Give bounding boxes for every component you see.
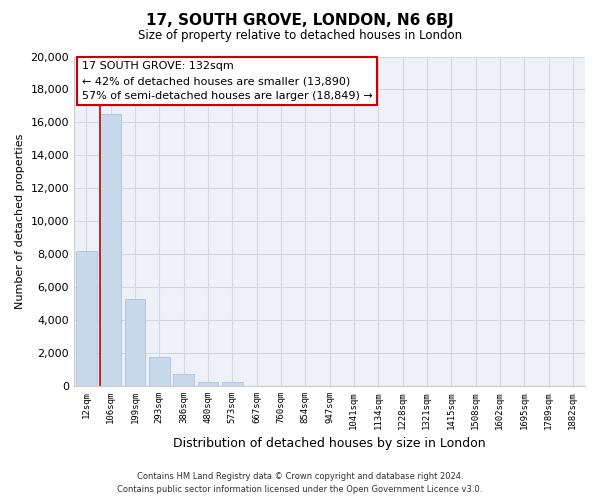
Bar xyxy=(125,299,145,386)
X-axis label: Distribution of detached houses by size in London: Distribution of detached houses by size … xyxy=(173,437,486,450)
Bar xyxy=(100,114,121,386)
Bar xyxy=(173,374,194,386)
Bar xyxy=(149,358,170,386)
Text: Size of property relative to detached houses in London: Size of property relative to detached ho… xyxy=(138,29,462,42)
Text: 17, SOUTH GROVE, LONDON, N6 6BJ: 17, SOUTH GROVE, LONDON, N6 6BJ xyxy=(146,12,454,28)
Bar xyxy=(197,382,218,386)
Bar xyxy=(222,382,242,386)
Text: 17 SOUTH GROVE: 132sqm
← 42% of detached houses are smaller (13,890)
57% of semi: 17 SOUTH GROVE: 132sqm ← 42% of detached… xyxy=(82,62,373,101)
Y-axis label: Number of detached properties: Number of detached properties xyxy=(15,134,25,309)
Bar xyxy=(76,251,97,386)
Text: Contains HM Land Registry data © Crown copyright and database right 2024.
Contai: Contains HM Land Registry data © Crown c… xyxy=(118,472,482,494)
